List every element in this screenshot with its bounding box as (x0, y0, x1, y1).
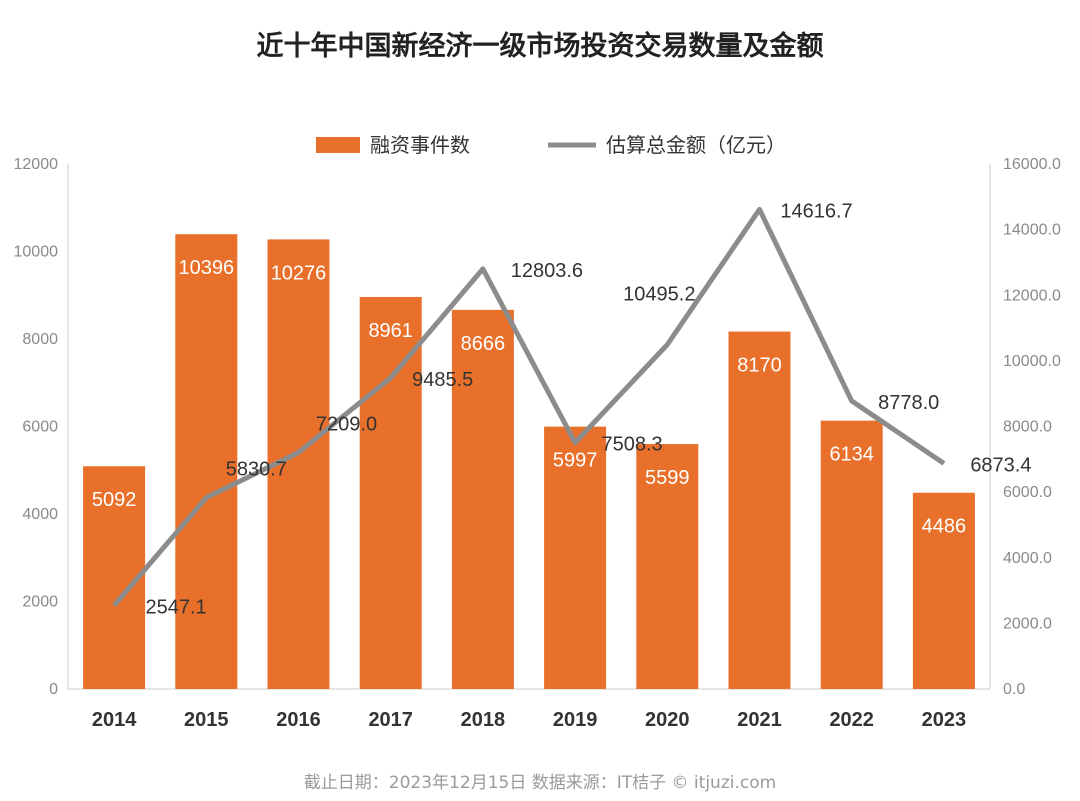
line-value-label: 2547.1 (146, 596, 207, 618)
bar-value-label: 4486 (922, 516, 967, 538)
x-tick-label: 2018 (461, 709, 506, 731)
amount-line (112, 206, 946, 608)
right-tick-label: 14000.0 (1003, 222, 1061, 239)
bar-2023 (912, 492, 975, 689)
footer-source: 截止日期：2023年12月15日 数据来源：IT桔子 © itjuzi.com (304, 773, 776, 793)
line-value-label: 10495.2 (623, 284, 695, 306)
line-value-label: 9485.5 (412, 369, 473, 391)
bar-value-label: 8170 (737, 355, 782, 377)
bar-value-label: 5092 (92, 489, 137, 511)
legend-swatch-bar (316, 137, 360, 153)
x-tick-label: 2023 (922, 709, 967, 731)
left-tick-label: 8000 (22, 331, 58, 348)
bar-labels: 5092 10396 10276 8961 8666 5997 5599 8170 6134 44… (92, 257, 966, 538)
bar-value-label: 10396 (178, 257, 234, 279)
line-value-label: 6873.4 (970, 454, 1031, 476)
right-tick-label: 16000.0 (1003, 156, 1061, 173)
bar-2022 (820, 420, 883, 689)
bar-2020 (636, 444, 699, 689)
bar-value-label: 5599 (645, 467, 690, 489)
right-tick-label: 10000.0 (1003, 353, 1061, 370)
bar-value-label: 6134 (829, 444, 874, 466)
bar-2015 (175, 234, 238, 690)
left-tick-label: 2000 (22, 594, 58, 611)
left-axis-ticks: 0 2000 4000 6000 8000 10000 12000 (14, 156, 59, 698)
line-value-label: 7508.3 (602, 434, 663, 456)
x-axis-ticks: 2014 2015 2016 2017 2018 2019 2020 2021 2022 2023 (92, 709, 966, 731)
line-value-label: 12803.6 (511, 260, 583, 282)
right-tick-label: 12000.0 (1003, 287, 1061, 304)
left-tick-label: 4000 (22, 506, 58, 523)
right-tick-label: 2000.0 (1003, 615, 1052, 632)
legend-label-line: 估算总金额（亿元） (606, 133, 786, 157)
bar-value-label: 8666 (461, 333, 506, 355)
x-tick-label: 2016 (276, 709, 321, 731)
line-labels: 2547.1 5830.7 7209.0 9485.5 12803.6 7508.3 104… (146, 200, 1032, 618)
bar-2021 (728, 331, 791, 689)
right-axis-ticks: 0.0 2000.0 4000.0 6000.0 8000.0 10000.0 12000.… (1003, 156, 1061, 698)
chart-title: 近十年中国新经济一级市场投资交易数量及金额 (257, 30, 824, 62)
x-tick-label: 2015 (184, 709, 229, 731)
bars (83, 234, 975, 690)
x-tick-label: 2022 (829, 709, 874, 731)
x-tick-label: 2017 (368, 709, 413, 731)
right-tick-label: 6000.0 (1003, 484, 1052, 501)
left-tick-label: 0 (49, 681, 58, 698)
left-tick-label: 10000 (14, 244, 59, 261)
bar-2019 (544, 426, 607, 689)
line-value-label: 8778.0 (878, 392, 939, 414)
right-tick-label: 8000.0 (1003, 419, 1052, 436)
bar-2017 (359, 296, 422, 689)
bar-value-label: 5997 (553, 450, 598, 472)
legend-label-bar: 融资事件数 (370, 133, 470, 157)
right-tick-label: 4000.0 (1003, 550, 1052, 567)
left-tick-label: 12000 (14, 156, 59, 173)
right-tick-label: 0.0 (1003, 681, 1025, 698)
left-tick-label: 6000 (22, 419, 58, 436)
x-tick-label: 2014 (92, 709, 137, 731)
line-value-label: 7209.0 (316, 413, 377, 435)
x-tick-label: 2019 (553, 709, 598, 731)
bar-value-label: 8961 (368, 320, 413, 342)
line-value-label: 5830.7 (226, 459, 287, 481)
x-tick-label: 2020 (645, 709, 690, 731)
bar-2018 (451, 309, 514, 689)
bar-value-label: 10276 (271, 262, 327, 284)
line-value-label: 14616.7 (780, 200, 852, 222)
x-tick-label: 2021 (737, 709, 782, 731)
legend: 融资事件数 估算总金额（亿元） (316, 133, 786, 157)
